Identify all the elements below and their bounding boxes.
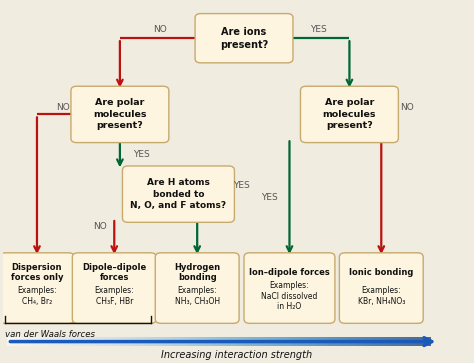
FancyBboxPatch shape [155,253,239,323]
FancyBboxPatch shape [73,253,156,323]
Text: YES: YES [261,193,278,202]
FancyBboxPatch shape [301,86,398,143]
Text: Are polar
molecules
present?: Are polar molecules present? [323,98,376,130]
Text: Dipole–dipole
forces: Dipole–dipole forces [82,263,146,282]
Text: NO: NO [400,103,414,112]
FancyBboxPatch shape [195,13,293,63]
Text: Are H atoms
bonded to
N, O, and F atoms?: Are H atoms bonded to N, O, and F atoms? [130,178,227,210]
FancyBboxPatch shape [0,253,74,323]
FancyBboxPatch shape [339,253,423,323]
Text: Examples:
NH₃, CH₃OH: Examples: NH₃, CH₃OH [174,286,220,306]
Text: NO: NO [55,103,69,112]
FancyBboxPatch shape [244,253,335,323]
Text: NO: NO [93,223,107,232]
Text: Ionic bonding: Ionic bonding [349,268,413,277]
FancyBboxPatch shape [122,166,235,222]
Text: YES: YES [234,181,250,190]
Text: NO: NO [154,25,167,34]
Text: Examples:
CH₃F, HBr: Examples: CH₃F, HBr [94,286,134,306]
Text: Are polar
molecules
present?: Are polar molecules present? [93,98,146,130]
Text: Increasing interaction strength: Increasing interaction strength [162,350,312,360]
Text: Are ions
present?: Are ions present? [220,27,268,50]
Text: van der Waals forces: van der Waals forces [5,330,95,339]
Text: Ion–dipole forces: Ion–dipole forces [249,268,330,277]
Text: YES: YES [310,25,327,34]
Text: Examples:
NaCl dissolved
in H₂O: Examples: NaCl dissolved in H₂O [261,281,318,311]
Text: Dispersion
forces only: Dispersion forces only [11,263,63,282]
Text: Examples:
CH₄, Br₂: Examples: CH₄, Br₂ [17,286,57,306]
Text: Examples:
KBr, NH₄NO₃: Examples: KBr, NH₄NO₃ [357,286,405,306]
FancyBboxPatch shape [71,86,169,143]
Text: Hydrogen
bonding: Hydrogen bonding [174,263,220,282]
Text: YES: YES [133,150,150,159]
